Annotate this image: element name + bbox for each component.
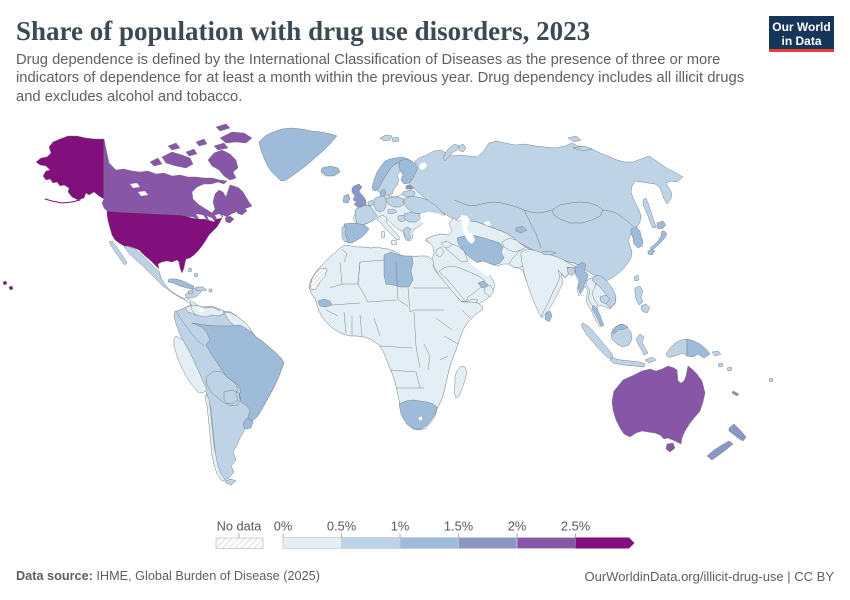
svg-text:1%: 1% [391, 519, 410, 534]
svg-text:2%: 2% [508, 519, 527, 534]
svg-text:0%: 0% [274, 519, 293, 534]
svg-text:No data: No data [217, 519, 263, 534]
svg-text:2.5%: 2.5% [561, 519, 590, 534]
svg-text:0.5%: 0.5% [327, 519, 356, 534]
svg-text:1.5%: 1.5% [444, 519, 473, 534]
